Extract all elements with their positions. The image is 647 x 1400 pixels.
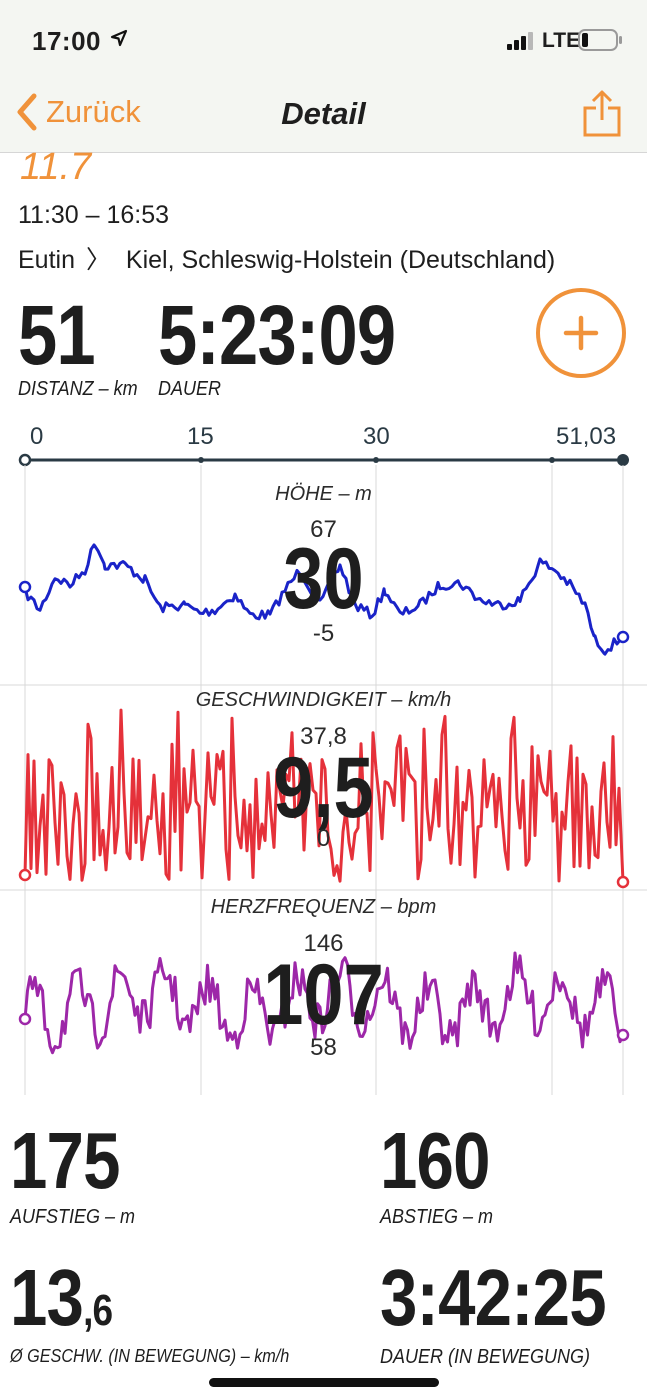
- axis-tick-label: 0: [30, 423, 44, 450]
- add-button[interactable]: [535, 287, 627, 379]
- heartrate-line: [23, 951, 625, 1055]
- home-indicator: [209, 1378, 439, 1387]
- axis-start-handle[interactable]: [18, 453, 32, 467]
- time-range: 11:30 – 16:53: [18, 201, 170, 229]
- route: Eutin 〉 Kiel, Schleswig-Holstein (Deutsc…: [18, 240, 555, 276]
- elevation-line: [23, 543, 625, 656]
- speed-start-marker: [18, 868, 32, 882]
- chevron-left-icon: [17, 93, 37, 131]
- avg-speed-decimal: ,6: [83, 1286, 113, 1335]
- elevation-min: -5: [312, 620, 335, 647]
- ascent-label: AUFSTIEG – m: [10, 1206, 136, 1228]
- route-separator: 〉: [85, 246, 111, 274]
- heartrate-max: 146: [303, 930, 344, 957]
- ascent-value: 175: [10, 1116, 120, 1205]
- elevation-current: 30: [283, 531, 364, 627]
- moving-duration-label: DAUER (IN BEWEGUNG): [380, 1346, 591, 1368]
- elevation-max: 67: [310, 516, 337, 543]
- back-button[interactable]: Zurück: [14, 92, 141, 132]
- status-time: 17:00: [32, 26, 101, 56]
- battery-icon: [578, 29, 622, 51]
- route-end: Kiel, Schleswig-Holstein (Deutschland): [125, 246, 556, 274]
- page-title: Detail: [281, 96, 366, 131]
- heartrate-min: 58: [310, 1034, 337, 1061]
- distance-axis[interactable]: [0, 448, 647, 472]
- avg-speed-main: 13: [10, 1253, 84, 1342]
- duration-value: 5:23:09: [158, 288, 396, 382]
- descent-label: ABSTIEG – m: [380, 1206, 494, 1228]
- speed-min: 0: [316, 825, 331, 852]
- elevation-start-marker: [18, 580, 32, 594]
- speed-max: 37,8: [300, 723, 347, 750]
- heartrate-end-marker: [616, 1028, 630, 1042]
- speed-chart-title: GESCHWINDIGKEIT – km/h: [195, 689, 452, 711]
- elevation-chart-title: HÖHE – m: [275, 483, 372, 505]
- speed-end-marker: [616, 875, 630, 889]
- heartrate-chart-title: HERZFREQUENZ – bpm: [210, 896, 437, 918]
- route-start: Eutin: [18, 246, 75, 274]
- distance-label: DISTANZ – km: [18, 378, 138, 400]
- activity-charts[interactable]: [0, 465, 647, 1095]
- heartrate-start-marker: [18, 1012, 32, 1026]
- back-label: Zurück: [46, 94, 141, 129]
- signal-icon: [507, 32, 533, 50]
- location-arrow-icon: [110, 29, 128, 47]
- duration-label: DAUER: [158, 378, 222, 400]
- speed-current: 9,5: [273, 740, 374, 836]
- heartrate-current: 107: [263, 947, 384, 1043]
- axis-tick-label: 30: [363, 423, 390, 450]
- moving-duration-value: 3:42:25: [380, 1253, 607, 1342]
- speed-line: [23, 708, 625, 883]
- axis-tick-label: 51,03: [556, 423, 617, 450]
- axis-tick-label: 15: [187, 423, 214, 450]
- axis-end-handle[interactable]: [617, 454, 629, 466]
- add-icon: [563, 315, 599, 351]
- activity-title: 11.7: [20, 146, 92, 188]
- avg-speed-label: Ø GESCHW. (IN BEWEGUNG) – km/h: [10, 1346, 290, 1366]
- avg-speed-value: 13,6: [10, 1252, 113, 1344]
- distance-value: 51: [18, 288, 96, 382]
- descent-value: 160: [380, 1116, 490, 1205]
- elevation-end-marker: [616, 630, 630, 644]
- share-icon[interactable]: [582, 88, 622, 138]
- navigation-bar: 17:00 LTE Zurück Detail: [0, 0, 647, 153]
- network-type: LTE: [542, 29, 581, 52]
